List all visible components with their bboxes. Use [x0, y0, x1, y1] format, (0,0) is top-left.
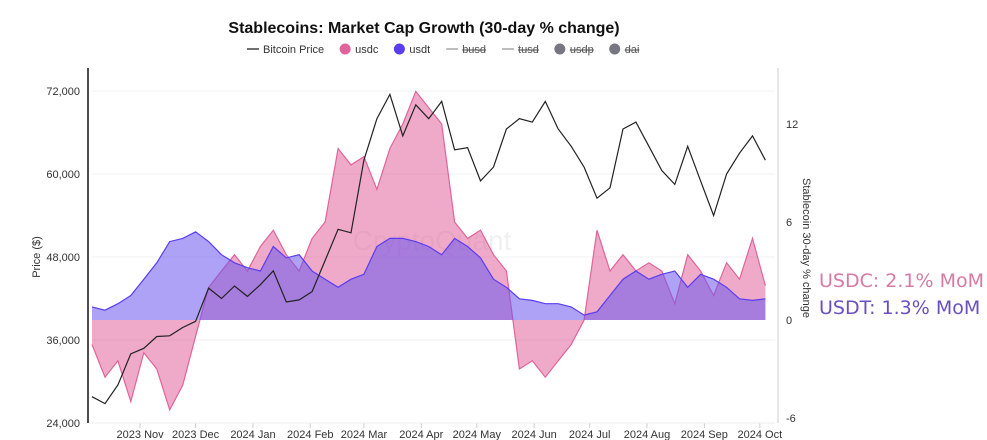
legend-item-usdt[interactable]: usdt [393, 43, 430, 57]
x-tick-label: 2024 Sep [681, 429, 728, 440]
right-tick-label: 12 [786, 119, 798, 131]
legend-label: dai [625, 44, 640, 56]
legend-dot-icon [339, 43, 351, 55]
x-tick-label: 2024 Jul [569, 429, 611, 440]
legend-item-dai[interactable]: dai [609, 43, 640, 57]
chart-title: Stablecoins: Market Cap Growth (30-day %… [228, 20, 619, 37]
x-tick-label: 2024 May [453, 429, 502, 440]
usdt-area [92, 231, 766, 320]
usdc-annotation: USDC: 2.1% MoM [819, 270, 985, 292]
price-lines [91, 92, 766, 405]
right-tick-label: -6 [786, 413, 796, 425]
x-tick-label: 2024 Aug [624, 429, 671, 440]
legend-dot-icon [393, 43, 405, 55]
usdt-annotation: USDT: 1.3% MoM [819, 297, 981, 319]
legend-label: tusd [518, 44, 539, 56]
axes: 24,000 36,000 48,000 60,000 72,000 -6 0 6 12 2023… [46, 68, 798, 440]
legend-label: Bitcoin Price [263, 44, 324, 56]
legend-item-usdc[interactable]: usdc [339, 43, 379, 57]
legend-label: busd [462, 44, 486, 56]
x-tick-label: 2024 Jan [230, 429, 275, 440]
legend: Bitcoin Price usdc usdt busd tusd usdp dai [247, 43, 640, 57]
legend-dot-icon [554, 43, 566, 55]
legend-item-busd[interactable]: busd [446, 44, 486, 56]
left-tick-label: 48,000 [46, 252, 80, 264]
left-tick-label: 24,000 [46, 418, 80, 430]
x-tick-label: 2023 Nov [117, 429, 165, 440]
x-tick-label: 2024 Apr [399, 429, 443, 440]
legend-item-usdp[interactable]: usdp [554, 43, 594, 57]
legend-dot-icon [609, 43, 621, 55]
x-tick-label: 2024 Feb [287, 429, 333, 440]
legend-label: usdp [570, 44, 594, 56]
x-tick-label: 2023 Dec [172, 429, 220, 440]
legend-label: usdc [355, 44, 379, 56]
left-tick-label: 60,000 [46, 169, 80, 181]
legend-item-tusd[interactable]: tusd [502, 44, 539, 56]
legend-label: usdt [409, 44, 430, 56]
bitcoin-price-line [91, 92, 766, 405]
right-tick-label: 6 [786, 217, 792, 229]
x-tick-label: 2024 Oct [738, 429, 783, 440]
left-tick-label: 72,000 [46, 86, 80, 98]
usdt-line [91, 231, 766, 316]
left-tick-label: 36,000 [46, 335, 80, 347]
stablecoin-areas [91, 90, 766, 412]
right-axis-label: Stablecoin 30-day % change [800, 178, 812, 318]
x-tick-label: 2024 Jun [512, 429, 557, 440]
right-tick-label: 0 [786, 315, 792, 327]
left-axis-label: Price ($) [31, 236, 43, 278]
x-tick-label: 2024 Mar [341, 429, 388, 440]
legend-item-bitcoin-price[interactable]: Bitcoin Price [247, 44, 324, 56]
